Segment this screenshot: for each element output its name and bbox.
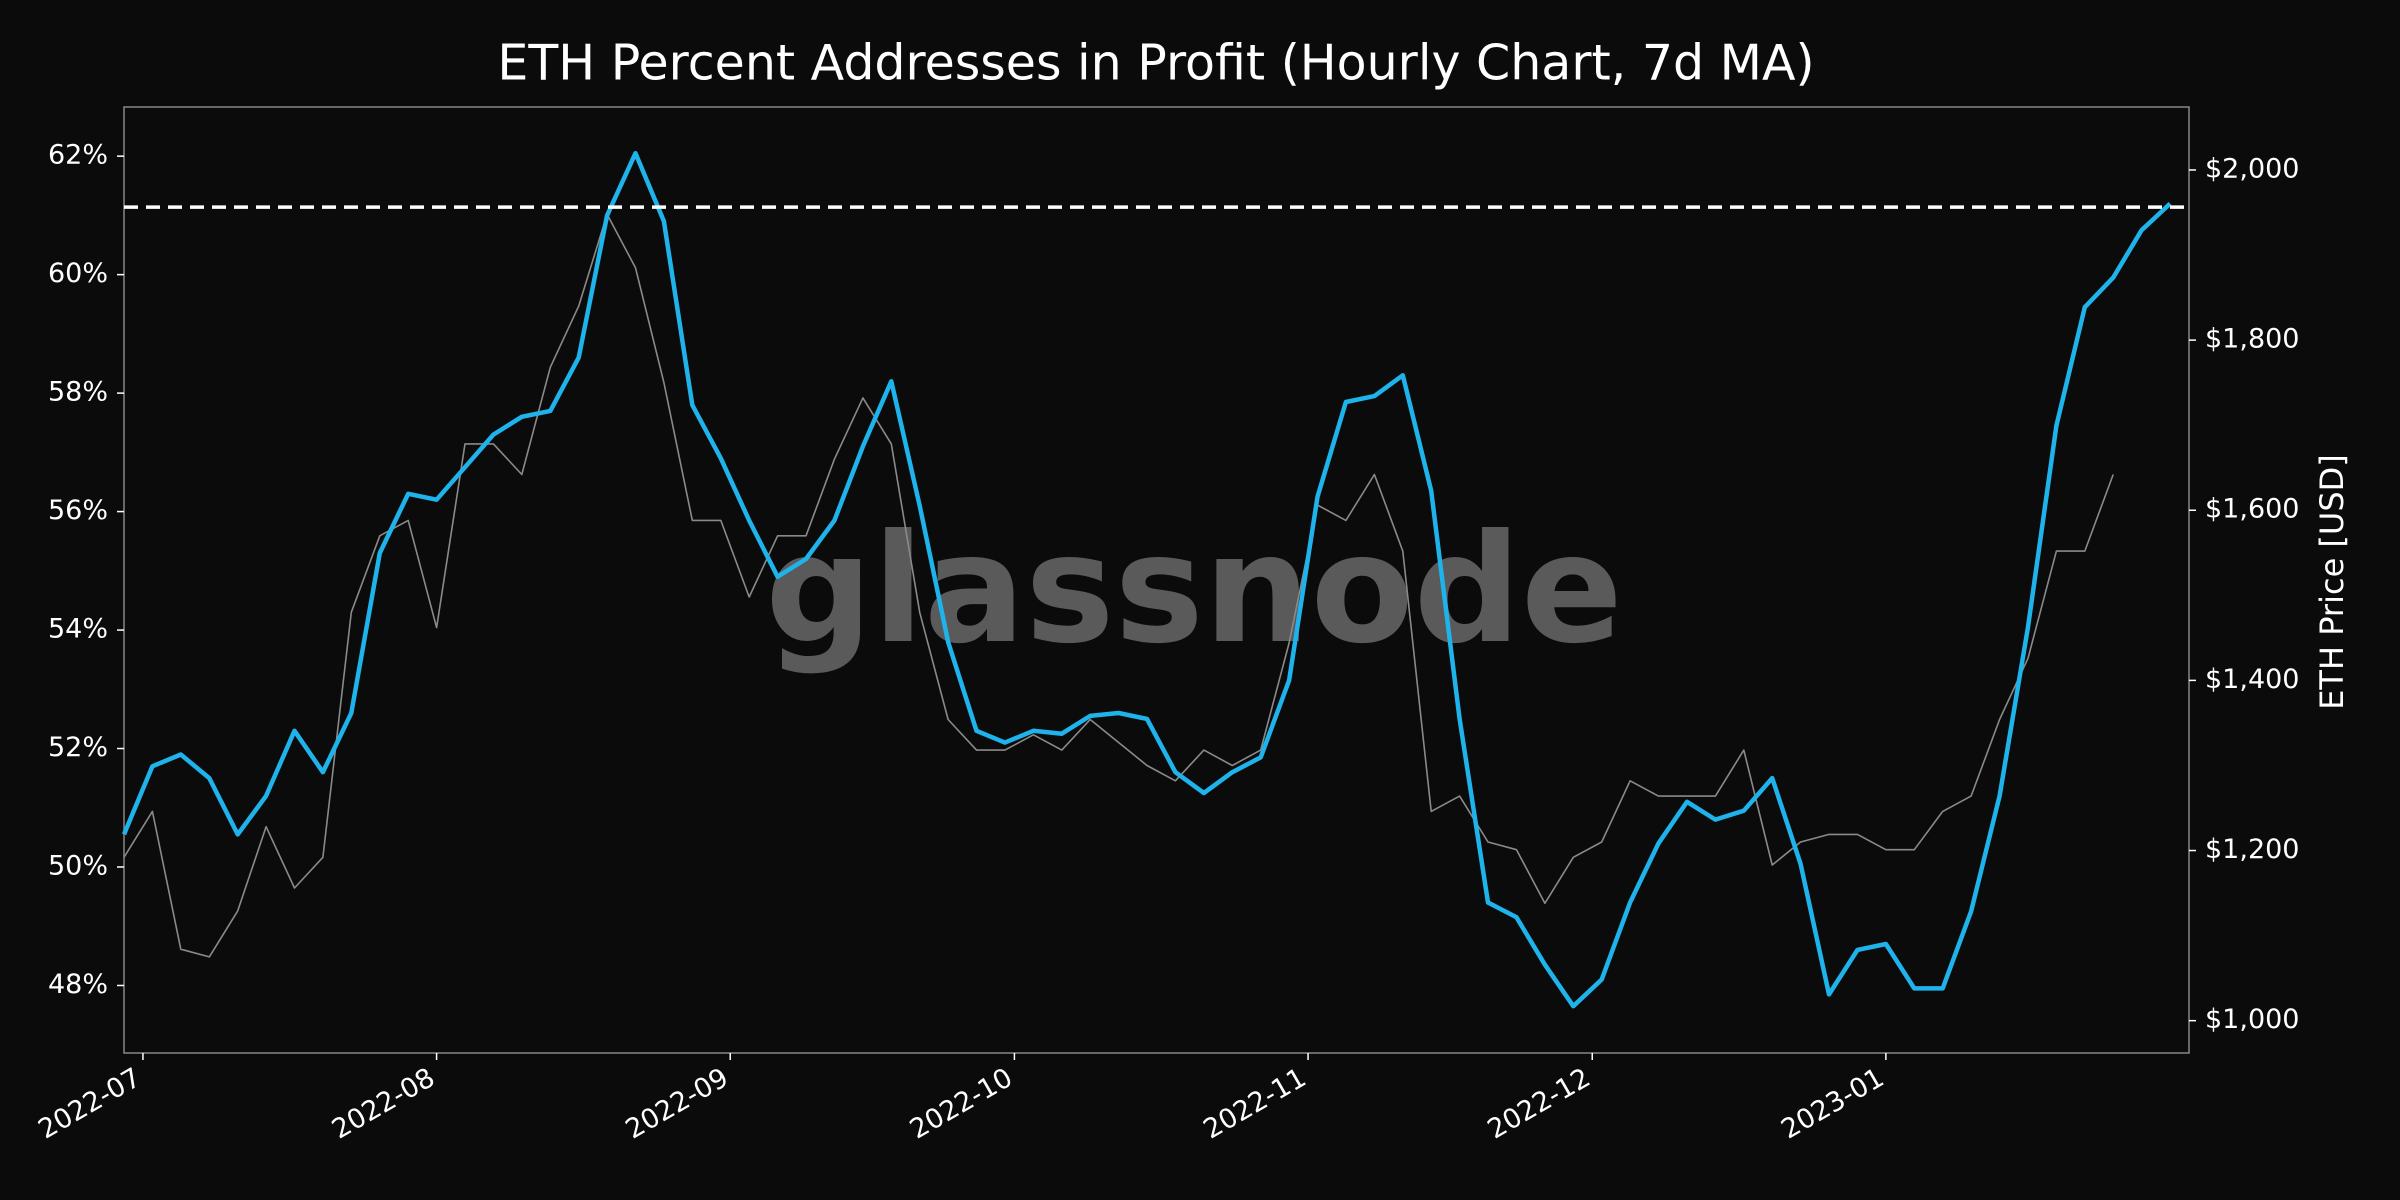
watermark: glassnode (765, 503, 1623, 677)
y-tick-label: 52% (48, 732, 108, 763)
chart-title: ETH Percent Addresses in Profit (Hourly … (497, 35, 1814, 92)
y-tick-label: 62% (48, 140, 108, 171)
y2-tick-label: $1,000 (2205, 1004, 2299, 1035)
y2-axis-label: ETH Price [USD] (2313, 454, 2351, 710)
y-tick-label: 50% (48, 850, 108, 881)
series-line (121, 150, 2172, 1009)
y-tick-label: 48% (48, 969, 108, 1000)
y-tick-label: 58% (48, 377, 108, 408)
y-tick-label: 60% (48, 258, 108, 289)
y-tick-label: 56% (48, 495, 108, 526)
y-tick-label: 54% (48, 614, 108, 645)
y2-tick-label: $1,800 (2205, 324, 2299, 355)
series-line (123, 213, 2114, 958)
y2-tick-label: $1,600 (2205, 494, 2299, 525)
y2-tick-label: $2,000 (2205, 153, 2299, 184)
plot-frame (123, 106, 2190, 1054)
y2-tick-label: $1,400 (2205, 664, 2299, 695)
y2-tick-label: $1,200 (2205, 834, 2299, 865)
